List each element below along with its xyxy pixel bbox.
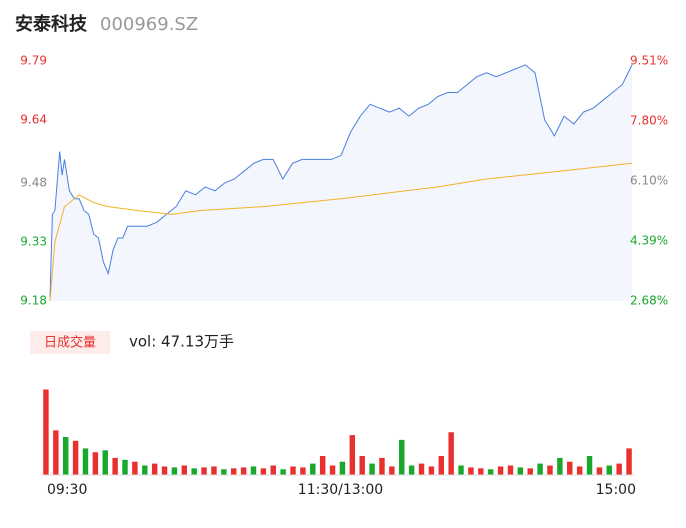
volume-bar bbox=[53, 430, 59, 475]
stock-code: 000969.SZ bbox=[100, 14, 198, 35]
volume-bar bbox=[240, 467, 247, 475]
volume-bar bbox=[290, 466, 296, 475]
volume-bar bbox=[606, 465, 613, 475]
volume-bar bbox=[132, 461, 138, 475]
volume-bar bbox=[616, 463, 622, 475]
y-tick-label: 9.79 bbox=[20, 54, 47, 68]
volume-bar bbox=[112, 457, 118, 475]
volume-bar bbox=[300, 467, 306, 475]
volume-bar bbox=[507, 465, 514, 475]
volume-bar bbox=[418, 463, 425, 475]
volume-bar bbox=[379, 457, 385, 475]
volume-bar bbox=[92, 452, 99, 475]
volume-bar bbox=[270, 465, 276, 475]
volume-badge bbox=[30, 331, 110, 354]
volume-bar bbox=[349, 435, 356, 475]
volume-bar bbox=[260, 468, 267, 475]
y-tick-label: 9.48 bbox=[20, 175, 47, 189]
y2-tick-label: 2.68% bbox=[630, 294, 668, 308]
volume-bar bbox=[626, 448, 632, 475]
stock-name: 安泰科技 bbox=[15, 13, 88, 35]
volume-bar bbox=[191, 468, 197, 475]
volume-bar bbox=[369, 463, 375, 475]
volume-bar bbox=[596, 467, 603, 475]
volume-bar bbox=[399, 439, 405, 475]
volume-bar bbox=[72, 440, 79, 475]
volume-bar bbox=[43, 389, 49, 475]
volume-bar bbox=[527, 468, 533, 475]
volume-bar bbox=[586, 456, 593, 475]
volume-bar bbox=[448, 432, 454, 475]
volume-bar bbox=[310, 463, 316, 475]
x-tick-label: 11:30/13:00 bbox=[298, 482, 383, 498]
y-tick-label: 9.33 bbox=[20, 234, 47, 248]
volume-bar bbox=[497, 466, 504, 475]
price-area bbox=[50, 64, 632, 302]
volume-bar bbox=[151, 463, 158, 475]
volume-bar bbox=[201, 467, 207, 475]
volume-bar bbox=[82, 448, 89, 475]
y2-tick-label: 6.10% bbox=[630, 173, 668, 187]
x-tick-label: 09:30 bbox=[47, 482, 87, 498]
volume-bar bbox=[171, 467, 178, 475]
vol-text: vol: 47.13万手 bbox=[129, 333, 234, 351]
volume-bar bbox=[547, 465, 553, 475]
volume-bar bbox=[102, 450, 108, 475]
volume-bar bbox=[408, 465, 415, 475]
x-tick-label: 15:00 bbox=[596, 482, 636, 498]
volume-bar bbox=[428, 466, 435, 475]
volume-bar bbox=[181, 465, 188, 475]
volume-bar bbox=[211, 466, 217, 475]
volume-bar bbox=[576, 466, 583, 475]
volume-bar bbox=[221, 469, 227, 475]
volume-bar bbox=[319, 456, 326, 475]
y2-tick-label: 4.39% bbox=[630, 233, 668, 247]
volume-bar bbox=[122, 459, 128, 475]
volume-bar bbox=[62, 437, 69, 475]
volume-bar bbox=[161, 466, 168, 475]
volume-bar bbox=[142, 465, 148, 475]
volume-bar bbox=[468, 467, 474, 475]
y2-tick-label: 7.80% bbox=[630, 114, 668, 128]
volume-bar bbox=[537, 463, 543, 475]
volume-bar bbox=[250, 466, 257, 475]
volume-bar bbox=[329, 465, 336, 475]
volume-bar bbox=[438, 456, 444, 475]
volume-bar bbox=[557, 457, 563, 475]
volume-bar bbox=[517, 467, 524, 475]
volume-bar bbox=[478, 468, 484, 475]
y-tick-label: 9.64 bbox=[20, 113, 47, 127]
volume-bar bbox=[487, 469, 494, 475]
y2-tick-label: 9.51% bbox=[630, 54, 668, 68]
volume-bar bbox=[389, 466, 395, 475]
volume-bar bbox=[280, 469, 286, 475]
average-line bbox=[49, 162, 633, 302]
volume-bar bbox=[458, 465, 464, 475]
volume-label: 日成交量 bbox=[44, 335, 96, 351]
volume-bar bbox=[339, 461, 346, 475]
volume-bar bbox=[231, 468, 237, 475]
volume-bar bbox=[567, 461, 573, 475]
price-line bbox=[49, 64, 633, 298]
y-tick-label: 9.18 bbox=[20, 294, 47, 308]
volume-bar bbox=[359, 456, 365, 475]
